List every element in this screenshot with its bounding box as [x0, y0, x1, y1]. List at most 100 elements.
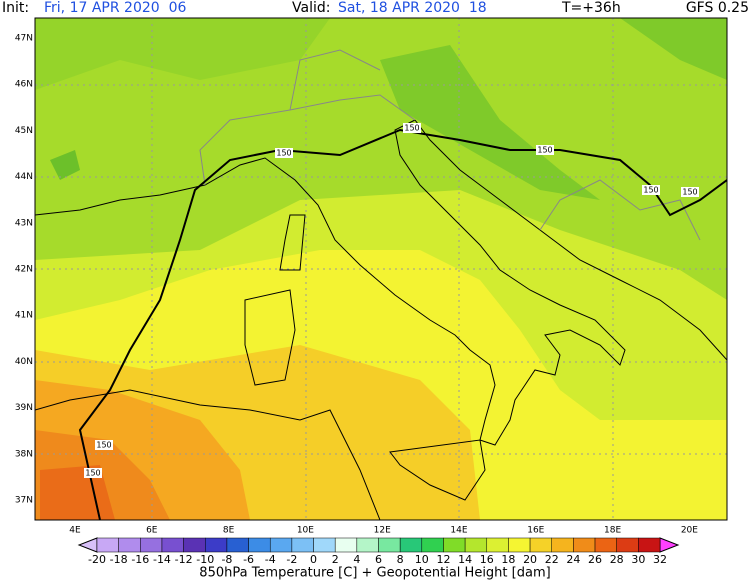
colorbar-label: -14 — [153, 553, 171, 566]
colorbar-box — [508, 537, 531, 553]
lat-label: 40N — [15, 357, 33, 367]
colorbar-label: 4 — [353, 553, 360, 566]
field-green — [620, 18, 727, 80]
lat-label: 37N — [15, 496, 33, 506]
contour-label: 150 — [404, 124, 419, 133]
colorbar-box — [551, 537, 574, 553]
colorbar-box — [183, 537, 206, 553]
borders — [199, 49, 701, 241]
colorbar-label: 22 — [545, 553, 559, 566]
colorbar-box — [594, 537, 617, 553]
lon-label: 12E — [374, 526, 391, 536]
lat-label: 43N — [15, 218, 33, 228]
colorbar-box — [291, 537, 314, 553]
lon-label: 14E — [450, 526, 467, 536]
contour-label-bg — [403, 123, 421, 133]
contour-label-bg — [84, 468, 102, 478]
valid-label: Valid: — [292, 0, 330, 16]
field-green — [380, 45, 600, 200]
colorbar-box — [616, 537, 639, 553]
init-time: Fri, 17 APR 2020 06 — [44, 0, 186, 16]
colorbar-label: 14 — [458, 553, 472, 566]
colorbar-box — [573, 537, 596, 553]
colorbar-box — [269, 537, 293, 553]
contour-label: 150 — [682, 188, 697, 197]
lead-time: T=+36h — [561, 0, 621, 16]
colorbar-label: -18 — [110, 553, 128, 566]
coastlines — [35, 119, 727, 520]
colorbar-label: 10 — [415, 553, 429, 566]
colorbar-label: -8 — [221, 553, 232, 566]
colorbar-box — [638, 537, 661, 553]
lon-label: 20E — [681, 526, 698, 536]
colorbar-label: 24 — [566, 553, 580, 566]
colorbar-box — [378, 537, 401, 553]
init-label: Init: — [2, 0, 29, 16]
contour-label-bg — [642, 185, 660, 195]
header: Init: Fri, 17 APR 2020 06 Valid: Sat, 18… — [2, 0, 749, 16]
lon-label: 4E — [69, 526, 81, 536]
valid-time: Sat, 18 APR 2020 18 — [338, 0, 487, 16]
lat-label: 41N — [15, 311, 33, 321]
lon-label: 10E — [297, 526, 314, 536]
contour-label-bg — [95, 440, 113, 450]
colorbar-label: 20 — [523, 553, 537, 566]
map-frame — [34, 17, 728, 521]
colorbar-box — [443, 537, 466, 553]
colorbar-end — [77, 537, 98, 553]
map-area — [35, 18, 727, 520]
lat-label: 38N — [15, 449, 33, 459]
lon-label: 8E — [223, 526, 235, 536]
colorbar-label: -6 — [243, 553, 254, 566]
field-green — [50, 150, 80, 180]
colorbar-label: -20 — [88, 553, 106, 566]
contour-label: 150 — [643, 186, 658, 195]
colorbar-label: -10 — [196, 553, 214, 566]
colorbar-box — [96, 537, 119, 553]
colorbar-label: 0 — [310, 553, 317, 566]
colorbar-box — [529, 537, 552, 553]
lat-label: 39N — [15, 403, 33, 413]
lat-label: 45N — [15, 126, 33, 136]
colorbar-box — [248, 537, 271, 553]
colorbar-box — [464, 537, 488, 553]
colorbar-box — [399, 537, 423, 553]
lat-label: 47N — [15, 34, 33, 44]
colorbar-label: 32 — [653, 553, 667, 566]
colorbar-box — [313, 537, 336, 553]
colorbar-label: 30 — [631, 553, 645, 566]
colorbar-box — [356, 537, 379, 553]
contour-label: 150 — [276, 149, 291, 158]
colorbar-box — [161, 537, 184, 553]
field-green — [35, 18, 330, 90]
colorbar-label: 18 — [501, 553, 515, 566]
colorbar-label: 28 — [610, 553, 624, 566]
colorbar-box — [486, 537, 509, 553]
colorbar-end — [659, 537, 680, 553]
model-name: GFS 0.25 — [686, 0, 749, 16]
contour-label-bg — [536, 145, 554, 155]
lat-label: 42N — [15, 265, 33, 275]
colorbar-label: -12 — [175, 553, 193, 566]
colorbar-box — [421, 537, 444, 553]
contour-label-bg — [275, 148, 293, 158]
colorbar-label: 2 — [332, 553, 339, 566]
colorbar-label: 16 — [480, 553, 494, 566]
contour-label-bg — [681, 187, 699, 197]
colorbar-label: -16 — [131, 553, 149, 566]
colorbar-label: -2 — [286, 553, 297, 566]
contour-label: 150 — [537, 146, 552, 155]
colorbar-title: 850hPa Temperature [C] + Geopotential He… — [199, 566, 550, 580]
colorbar-label: 8 — [397, 553, 404, 566]
colorbar-box — [334, 537, 358, 553]
lon-label: 6E — [146, 526, 158, 536]
colorbar-box — [140, 537, 163, 553]
contour-label: 150 — [85, 469, 100, 478]
colorbar-box — [226, 537, 249, 553]
colorbar-label: 6 — [375, 553, 382, 566]
graticule — [35, 18, 727, 520]
colorbar-label: -4 — [265, 553, 276, 566]
lon-label: 18E — [604, 526, 621, 536]
lat-label: 46N — [15, 80, 33, 90]
